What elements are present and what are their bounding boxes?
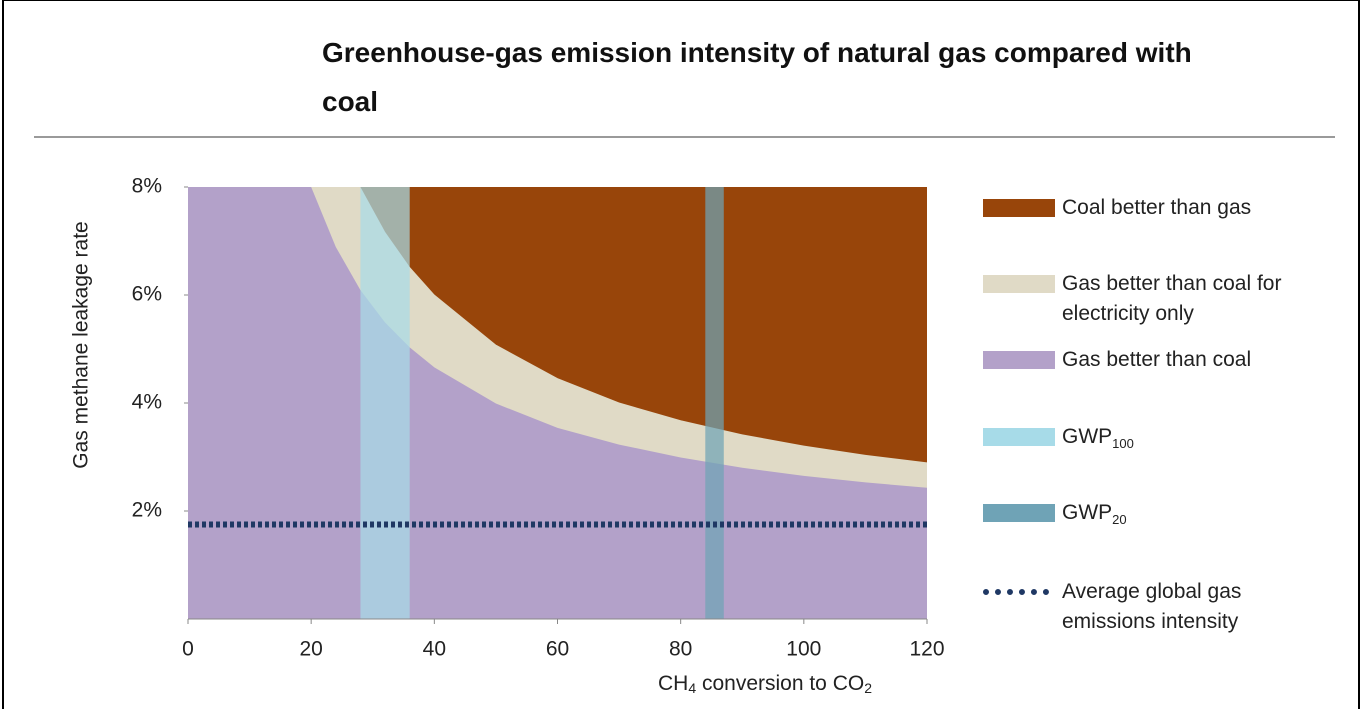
legend-subscript: 100 bbox=[1112, 436, 1134, 451]
legend-text: Gas better than coal for electricity onl… bbox=[1062, 272, 1282, 325]
legend-text: Coal better than gas bbox=[1062, 196, 1252, 219]
title-rule bbox=[34, 136, 1335, 138]
subscript: 2 bbox=[864, 680, 872, 696]
x-tick-label: 80 bbox=[669, 638, 692, 661]
legend-subscript: 20 bbox=[1112, 512, 1127, 527]
legend-label: Gas better than coal for electricity onl… bbox=[1062, 269, 1324, 329]
legend-text: GWP bbox=[1062, 501, 1113, 524]
x-tick-label: 120 bbox=[909, 638, 944, 661]
legend-label: GWP100 bbox=[1062, 422, 1324, 459]
legend-label: Gas better than coal bbox=[1062, 345, 1324, 375]
region-area bbox=[360, 187, 927, 463]
legend-swatch bbox=[983, 351, 1055, 369]
y-tick-label: 8% bbox=[132, 175, 162, 198]
x-axis-label: CH4 conversion to CO2 bbox=[658, 672, 872, 696]
x-tick-label: 100 bbox=[786, 638, 821, 661]
x-tick-label: 20 bbox=[299, 638, 322, 661]
legend-label: Coal better than gas bbox=[1062, 193, 1324, 223]
gwp-band bbox=[360, 187, 410, 619]
legend-text: Average global gas emissions intensity bbox=[1062, 580, 1242, 633]
x-label-part: conversion to CO bbox=[696, 672, 864, 695]
legend-swatch bbox=[983, 504, 1055, 522]
x-tick-label: 60 bbox=[546, 638, 569, 661]
legend-text: GWP bbox=[1062, 425, 1113, 448]
y-tick-label: 2% bbox=[132, 499, 162, 522]
gwp-band bbox=[705, 187, 724, 619]
legend-swatch bbox=[983, 428, 1055, 446]
subscript: 4 bbox=[688, 680, 696, 696]
y-axis-label: Gas methane leakage rate bbox=[70, 221, 93, 469]
x-label-part: CH bbox=[658, 672, 688, 695]
x-tick-label: 0 bbox=[182, 638, 194, 661]
y-tick-label: 4% bbox=[132, 391, 162, 414]
legend-swatch bbox=[983, 199, 1055, 217]
y-tick-label: 6% bbox=[132, 283, 162, 306]
legend-label: GWP20 bbox=[1062, 498, 1324, 535]
legend-text: Gas better than coal bbox=[1062, 348, 1252, 371]
legend-swatch bbox=[983, 589, 1049, 595]
x-tick-label: 40 bbox=[423, 638, 446, 661]
chart-title: Greenhouse-gas emission intensity of nat… bbox=[322, 37, 1192, 117]
legend-swatch bbox=[983, 275, 1055, 293]
legend-label: Average global gas emissions intensity bbox=[1062, 577, 1324, 637]
